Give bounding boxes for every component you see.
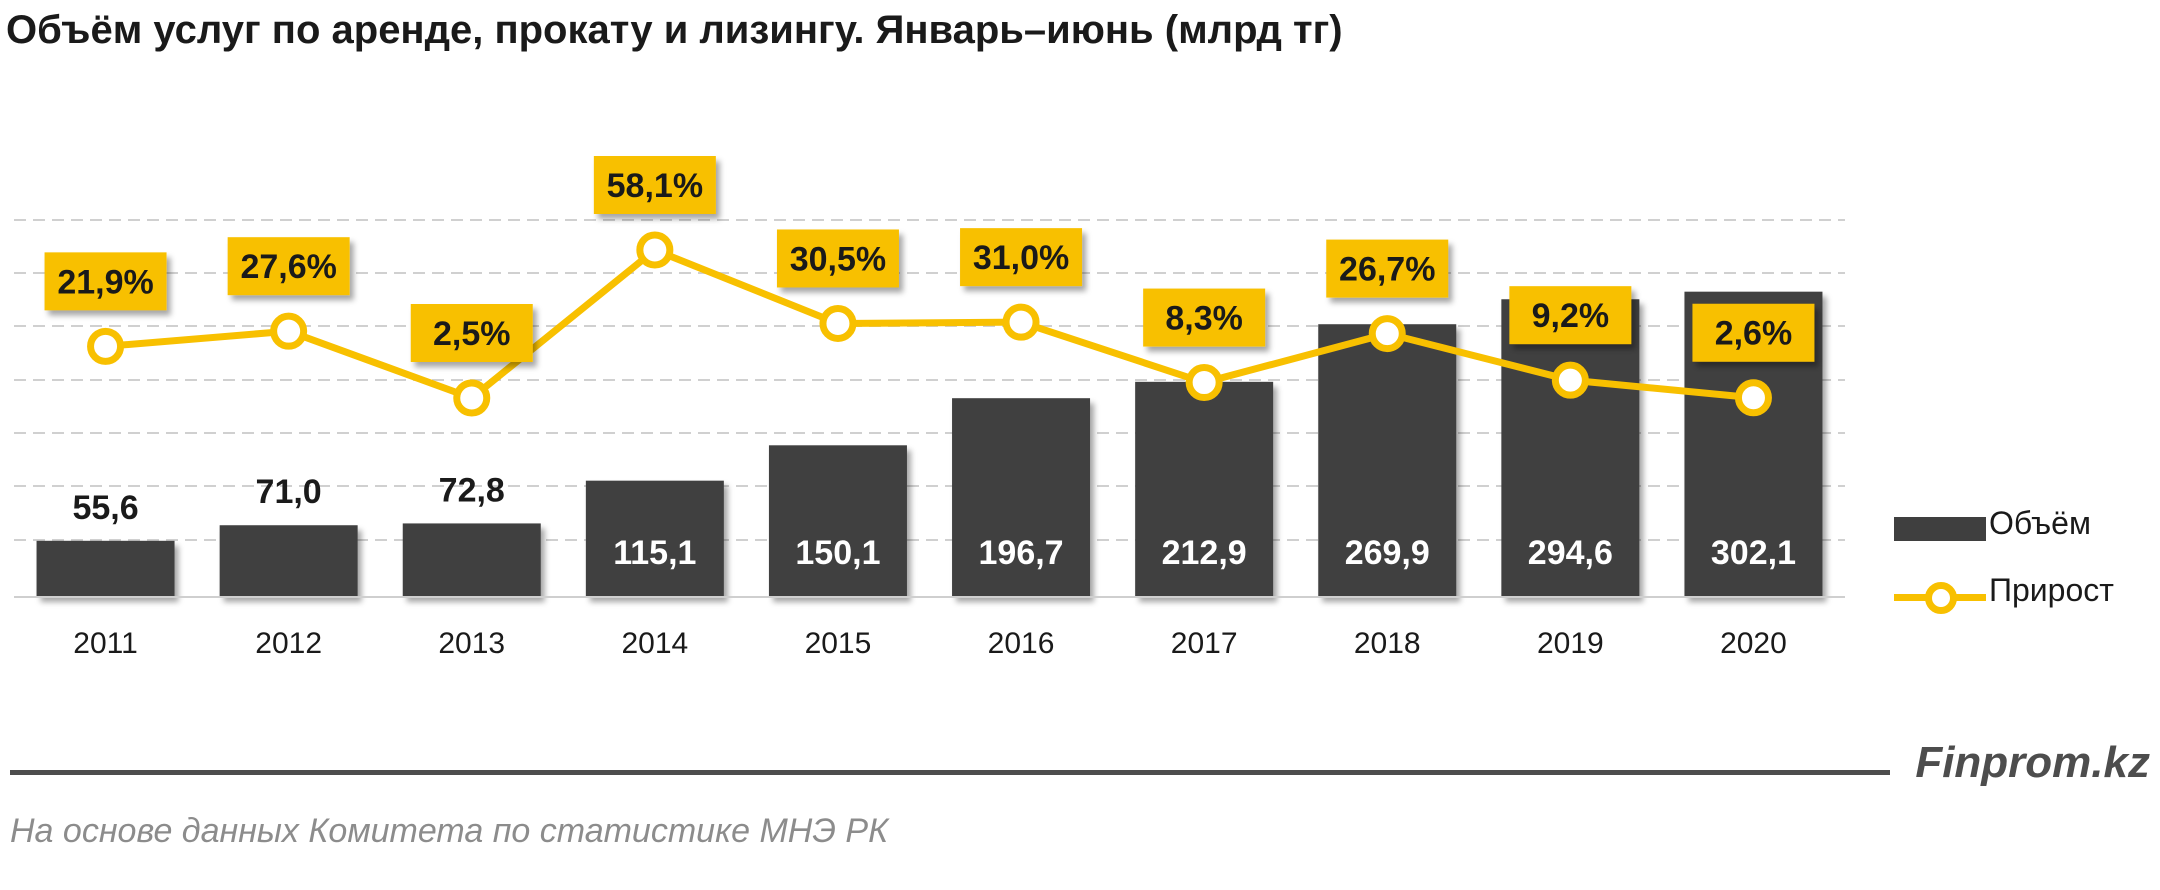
brand-logo: Finprom.kz (1915, 738, 2150, 787)
growth-label-2019: 9,2% (1509, 286, 1632, 345)
growth-label-box (593, 156, 716, 214)
x-axis: 2011 2012 2013 2014 2015 2016 2017 2018 2019 2020 (14, 596, 1845, 660)
growth-value-label: 58,1% (607, 167, 703, 205)
growth-label-box (410, 304, 533, 362)
growth-value-label: 30,5% (790, 240, 886, 278)
x-tick-label: 2011 (73, 627, 138, 660)
growth-point-2014 (636, 231, 674, 269)
bar-value-label: 55,6 (72, 489, 138, 527)
growth-label-box (1509, 286, 1632, 345)
bar-2012 (219, 525, 358, 597)
bar-value-label: 150,1 (795, 534, 880, 572)
bar-value-label: 196,7 (979, 534, 1064, 572)
growth-point-2011 (87, 327, 125, 365)
growth-label-box (1143, 288, 1266, 347)
x-tick-label: 2016 (988, 627, 1055, 660)
x-tick-label: 2019 (1537, 627, 1604, 660)
growth-point-2015 (819, 304, 857, 342)
growth-label-box (776, 229, 899, 288)
growth-label-2015: 30,5% (776, 229, 899, 288)
bar-value-label: 115,1 (613, 534, 696, 572)
bar-value-label: 71,0 (256, 473, 322, 511)
legend-marker-icon (1925, 582, 1957, 614)
legend-label-growth: Прирост (1989, 572, 2114, 608)
growth-label-box (44, 252, 167, 311)
growth-value-label: 8,3% (1165, 300, 1243, 338)
bar-2013 (402, 523, 541, 597)
x-tick-label: 2015 (805, 627, 872, 660)
growth-point-2017 (1185, 364, 1223, 402)
growth-line (87, 231, 1772, 417)
bar-2016 (952, 398, 1091, 597)
growth-label-2018: 26,7% (1326, 239, 1449, 298)
bar-2018 (1318, 324, 1457, 597)
growth-label-2014: 58,1% (593, 156, 716, 214)
chart-plot: 55,6 71,0 72,8 115,1 150,1 196,7 212,9 269,9 294… (14, 156, 1845, 660)
growth-label-box (1692, 303, 1815, 362)
bar-2014 (585, 480, 724, 597)
legend-bar-swatch (1894, 517, 1986, 541)
growth-point-2012 (270, 312, 308, 350)
growth-point-2019 (1551, 361, 1589, 399)
bar-2017 (1135, 381, 1274, 597)
x-tick-label: 2020 (1720, 627, 1787, 660)
growth-label-2012: 27,6% (227, 237, 350, 296)
growth-label-2016: 31,0% (960, 228, 1083, 287)
growth-label-2020: 2,6% (1692, 303, 1815, 362)
growth-point-2013 (453, 379, 491, 417)
bar-2015 (768, 445, 907, 597)
growth-value-label: 27,6% (240, 248, 336, 286)
growth-value-label: 31,0% (973, 239, 1069, 277)
growth-label-box (960, 228, 1083, 287)
bar-value-label: 72,8 (439, 471, 505, 509)
growth-value-label: 21,9% (57, 263, 153, 301)
bar-2011 (36, 540, 175, 597)
growth-label-2017: 8,3% (1143, 288, 1266, 347)
growth-value-label: 2,6% (1715, 315, 1793, 353)
growth-label-2013: 2,5% (410, 304, 533, 362)
growth-point-2018 (1368, 315, 1406, 353)
x-tick-label: 2013 (438, 627, 505, 660)
source-note: На основе данных Комитета по статистике … (10, 812, 889, 850)
growth-label-box (227, 237, 350, 296)
growth-label-box (1326, 239, 1449, 298)
growth-point-2016 (1002, 303, 1040, 341)
bars (36, 291, 1823, 597)
x-tick-label: 2018 (1354, 627, 1421, 660)
growth-value-label: 9,2% (1532, 297, 1610, 335)
growth-value-label: 26,7% (1339, 251, 1435, 289)
growth-polyline (105, 246, 1754, 402)
bar-value-label: 212,9 (1162, 534, 1247, 572)
x-tick-label: 2014 (621, 627, 688, 660)
x-tick-label: 2017 (1171, 627, 1238, 660)
footer-divider (10, 770, 1890, 775)
growth-value-label: 2,5% (433, 315, 511, 353)
x-tick-label: 2012 (255, 627, 322, 660)
bar-2019 (1501, 299, 1640, 597)
growth-label-2011: 21,9% (44, 252, 167, 311)
bar-value-label: 269,9 (1345, 534, 1430, 572)
data-labels: 55,6 71,0 72,8 115,1 150,1 196,7 212,9 269,9 294… (44, 156, 1815, 572)
bar-value-label: 302,1 (1711, 534, 1796, 572)
chart-title: Объём услуг по аренде, прокату и лизингу… (6, 8, 1343, 52)
growth-point-2020 (1734, 379, 1772, 417)
bar-value-label: 294,6 (1528, 534, 1613, 572)
legend-label-volume: Объём (1989, 505, 2091, 541)
